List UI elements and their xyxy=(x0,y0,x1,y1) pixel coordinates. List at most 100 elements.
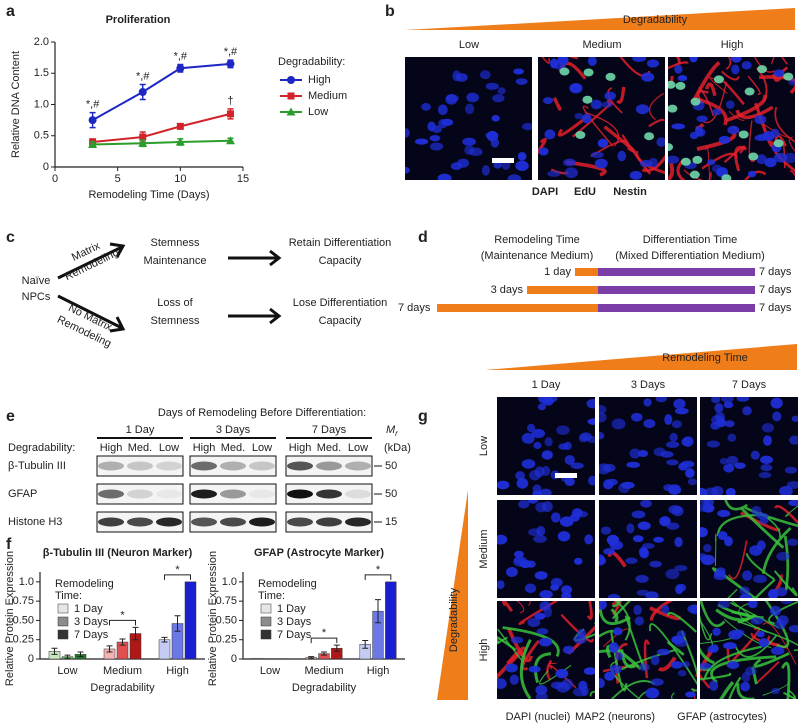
fiber xyxy=(519,639,532,699)
y-tick-label: 0 xyxy=(43,161,49,173)
fiber xyxy=(538,137,547,155)
panel-label: e xyxy=(6,408,15,425)
nucleus xyxy=(634,616,645,626)
blot-band xyxy=(156,489,182,499)
x-tick-label: Medium xyxy=(103,665,142,677)
legend-title: Remodeling xyxy=(55,578,114,590)
side-banner xyxy=(437,490,468,700)
edu-nucleus xyxy=(713,75,724,84)
nucleus xyxy=(518,500,530,509)
nucleus xyxy=(539,601,551,611)
fiber xyxy=(533,652,552,683)
marker xyxy=(225,136,235,145)
error-bar xyxy=(119,638,126,646)
fiber xyxy=(692,61,721,101)
edu-nucleus xyxy=(583,68,594,77)
marker xyxy=(138,88,147,96)
legend-label: 7 Days xyxy=(277,629,312,641)
nucleus xyxy=(788,624,798,633)
nucleus xyxy=(599,431,605,440)
fiber xyxy=(774,106,795,143)
nucleus xyxy=(626,523,635,534)
axis xyxy=(54,42,243,168)
nucleus xyxy=(597,138,609,148)
y-tick-label: 0 xyxy=(28,653,34,665)
fiber xyxy=(589,690,595,697)
fiber xyxy=(780,66,795,82)
fiber xyxy=(728,540,748,580)
series-line xyxy=(92,139,231,146)
blot-band xyxy=(287,517,313,527)
y-tick-label: 1.0 xyxy=(34,98,49,110)
nucleus xyxy=(685,691,696,698)
fiber xyxy=(641,154,665,173)
nucleus xyxy=(515,471,525,481)
nucleus xyxy=(666,522,680,530)
fiber xyxy=(616,86,626,104)
x-tick-label: High xyxy=(367,665,390,677)
nucleus xyxy=(594,158,608,169)
fiber xyxy=(568,57,579,60)
legend-marker xyxy=(286,107,296,116)
fiber xyxy=(737,620,798,652)
nucleus xyxy=(736,397,750,402)
nucleus xyxy=(527,617,541,628)
nucleus xyxy=(550,584,559,591)
blot-band xyxy=(249,489,275,499)
nucleus xyxy=(724,536,733,547)
nucleus xyxy=(493,161,502,169)
nucleus xyxy=(438,118,448,129)
nucleus xyxy=(764,157,777,168)
node-label: Capacity xyxy=(319,255,362,267)
nucleus xyxy=(607,593,621,598)
legend-title: Degradability: xyxy=(278,56,345,68)
arrow xyxy=(57,294,126,333)
error-bar xyxy=(333,644,340,652)
nucleus xyxy=(711,397,721,404)
error-bar xyxy=(174,615,181,632)
nucleus xyxy=(437,173,452,180)
fiber xyxy=(728,676,742,699)
blot-box xyxy=(189,455,277,477)
nucleus xyxy=(761,423,775,433)
fiber xyxy=(668,162,675,180)
nucleus xyxy=(599,405,607,415)
nucleus xyxy=(637,449,649,457)
nucleus xyxy=(773,69,785,78)
blot-label: Degradability: xyxy=(8,442,75,454)
timeline-header: Differentiation Time xyxy=(643,234,738,246)
nucleus xyxy=(760,455,774,464)
nucleus xyxy=(599,601,607,610)
fiber xyxy=(541,57,551,64)
nucleus xyxy=(536,525,546,537)
fiber xyxy=(557,115,589,137)
nucleus xyxy=(725,100,735,109)
point-label: † xyxy=(227,95,233,107)
chart-title: β-Tubulin III (Neuron Marker) xyxy=(43,547,193,559)
x-tick-label: 5 xyxy=(115,173,121,185)
nucleus xyxy=(661,604,670,614)
nucleus xyxy=(464,145,475,156)
nucleus xyxy=(613,627,623,636)
nucleus xyxy=(618,482,630,494)
fiber xyxy=(657,656,677,672)
nucleus xyxy=(780,601,793,605)
panel-label: d xyxy=(418,229,428,246)
nucleus xyxy=(641,72,655,82)
edu-nucleus xyxy=(744,87,755,96)
nucleus xyxy=(756,630,765,638)
nucleus xyxy=(758,472,772,479)
fiber xyxy=(781,661,791,699)
nucleus xyxy=(517,152,527,161)
nucleus xyxy=(727,433,737,442)
nucleus xyxy=(633,604,642,616)
nucleus xyxy=(707,159,716,166)
nucleus xyxy=(590,151,604,158)
x-tick-label: 0 xyxy=(52,173,58,185)
nucleus xyxy=(609,540,624,550)
nucleus xyxy=(706,440,721,448)
legend-swatch xyxy=(57,616,69,627)
timeline-label: 3 days xyxy=(491,284,524,296)
nucleus xyxy=(599,556,606,566)
